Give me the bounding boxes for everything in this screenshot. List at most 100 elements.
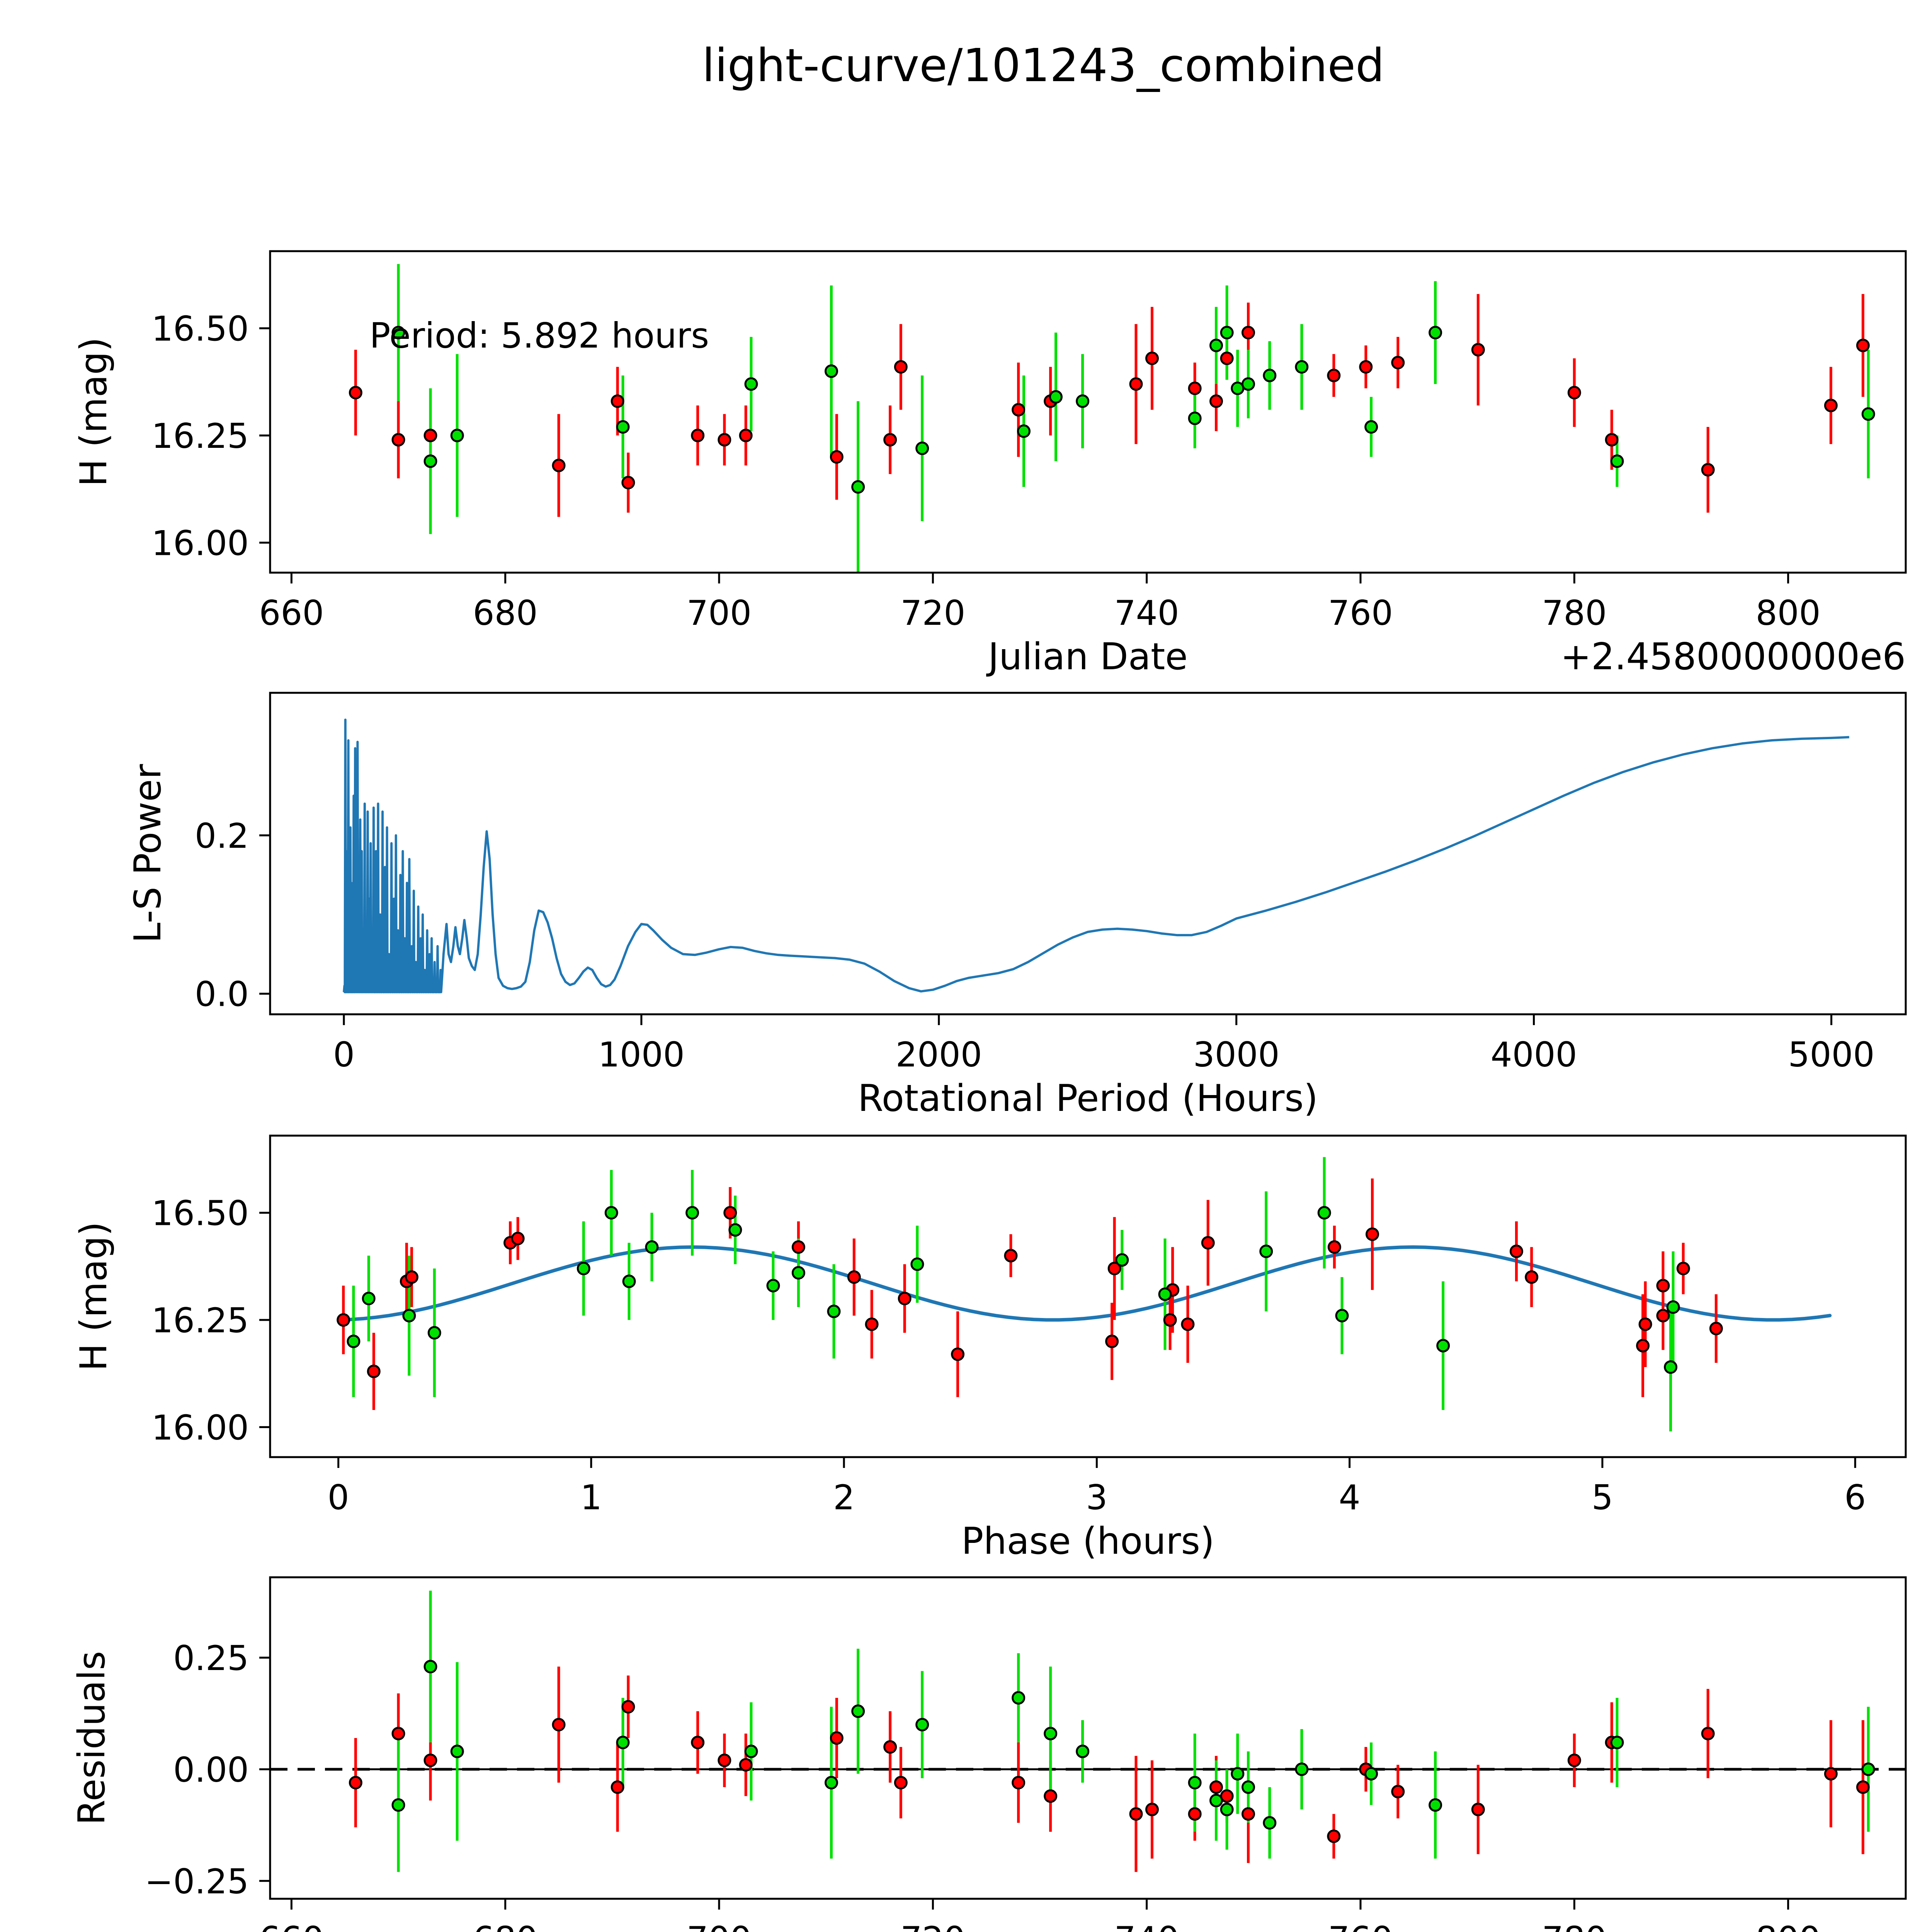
data-point-red [1471,1803,1485,1816]
data-point-green [1861,1762,1875,1776]
data-point-green [1364,1767,1378,1781]
data-point-green [1049,390,1063,404]
data-point-green [825,1776,838,1790]
y-axis-title: H (mag) [73,1222,115,1371]
data-point-red [718,433,731,447]
data-point-green [1188,1776,1202,1790]
data-point-red [1638,1317,1652,1331]
data-point-red [1471,343,1485,357]
subplot-lightcurve: 660 680 700 720 740 760 780 800 16.00 16.25 16.50 J… [73,250,1907,678]
data-point-green [604,1206,618,1220]
x-tick-label: 800 [1756,1919,1821,1932]
data-point-green [1364,420,1378,434]
data-point-red [830,450,844,464]
x-axis-title: Julian Date [986,636,1188,678]
x-tick-label: 780 [1542,1919,1607,1932]
data-point-red [1012,1776,1026,1790]
data-point-red [391,1726,405,1740]
figure-title: light-curve/101243_combined [702,39,1384,92]
data-point-red [1145,1803,1159,1816]
data-point-green [347,1334,361,1348]
data-point-green [1220,1803,1234,1816]
data-point-green [915,441,929,455]
data-point-green [1861,407,1875,421]
data-point-red [552,459,566,473]
data-point-red [865,1317,879,1331]
data-point-red [405,1270,418,1284]
x-tick-label: 2000 [896,1035,982,1075]
data-point-green [1220,326,1234,340]
data-point-green [1295,1762,1309,1776]
data-point-red [621,1700,635,1714]
data-point-red [1327,1829,1341,1843]
data-point-green [1242,377,1255,391]
data-point-red [1391,355,1405,369]
data-point-red [611,1780,624,1794]
y-tick-label: 16.25 [151,416,249,456]
x-tick-label: 740 [1114,593,1179,633]
data-point-red [337,1313,350,1327]
data-point-red [883,1740,897,1754]
data-point-green [616,420,630,434]
x-tick-label: 660 [259,593,324,633]
data-point-red [391,433,405,447]
data-point-green [851,480,865,494]
data-point-green [744,1745,758,1759]
data-point-green [1610,1736,1624,1750]
data-point-green [851,1704,865,1718]
data-point-red [718,1753,731,1767]
x-tick-label: 740 [1114,1919,1179,1932]
data-point-red [1105,1334,1119,1348]
data-point-green [362,1292,376,1306]
data-point-red [1242,326,1255,340]
x-tick-label: 700 [687,593,752,633]
plot-frame [269,250,1907,574]
data-point-red [883,433,897,447]
x-tick-label: 720 [900,1919,965,1932]
x-tick-label: 660 [259,1919,324,1932]
data-point-green [1242,1780,1255,1794]
error-bars-red [342,1178,1718,1410]
data-point-green [427,1326,441,1340]
x-tick-label: 0 [328,1478,349,1517]
data-point-red [1824,398,1838,412]
periodogram-line [343,718,1849,993]
data-point-red [621,476,635,490]
data-point-green [915,1718,929,1731]
y-tick-label: 16.25 [151,1301,249,1340]
data-point-green [391,326,405,340]
data-point-red [830,1731,844,1745]
x-axis-title: Rotational Period (Hours) [858,1077,1318,1120]
data-point-green [1188,412,1202,425]
markers-red [349,1700,1870,1843]
y-tick-label: 0.00 [173,1750,249,1790]
x-tick-label: 3000 [1193,1035,1280,1075]
data-point-red [739,1758,753,1772]
data-point-green [423,1660,437,1673]
data-point-green [1115,1253,1129,1267]
data-point-green [766,1279,780,1293]
data-point-red [552,1718,566,1731]
y-tick-label: 16.00 [151,1408,249,1447]
data-point-red [1856,338,1870,352]
data-point-green [1317,1206,1331,1220]
data-point-red [1209,394,1223,408]
data-point-red [1004,1249,1018,1263]
data-point-green [685,1206,699,1220]
x-tick-label: 760 [1328,1919,1393,1932]
data-point-red [1242,1807,1255,1821]
data-point-red [951,1347,965,1361]
x-tick-label: 4 [1339,1478,1361,1517]
y-axis-title: Residuals [71,1651,113,1825]
data-point-green [577,1262,590,1276]
data-point-green [1076,394,1090,408]
y-axis-title: L-S Power [127,764,169,943]
data-point-red [1129,377,1143,391]
subplot-residuals: 660680700720740760780800−0.250.000.25Jul… [71,1576,1907,1932]
data-point-red [691,1736,705,1750]
y-tick-label: −0.25 [145,1862,249,1901]
data-point-green [825,364,838,378]
plot-frame [269,1576,1907,1900]
markers-green [391,326,1875,494]
